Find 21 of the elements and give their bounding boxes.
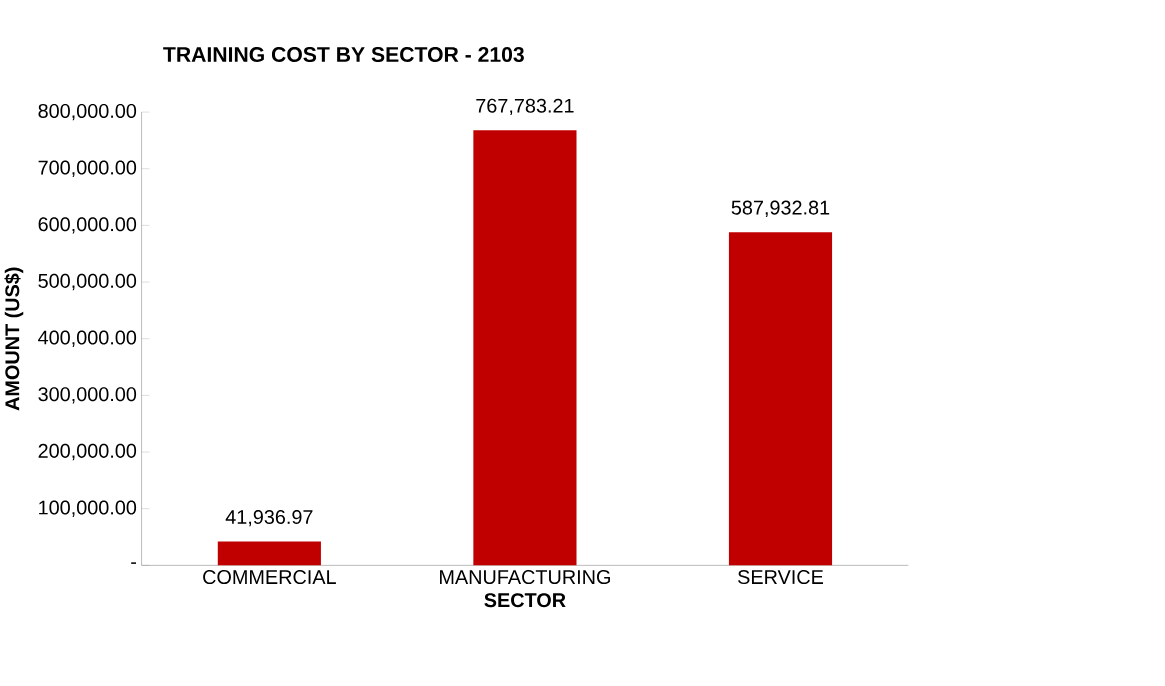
y-tick-label: 700,000.00 bbox=[38, 160, 137, 177]
bar bbox=[728, 232, 833, 566]
y-tick-label: 300,000.00 bbox=[38, 387, 137, 404]
y-tick-label: 100,000.00 bbox=[39, 500, 137, 517]
data-label: 41,936.97 bbox=[225, 509, 313, 527]
data-label: 767,783.21 bbox=[476, 98, 574, 115]
x-tick-label: COMMERCIAL bbox=[203, 569, 336, 584]
data-label: 587,932.81 bbox=[731, 200, 830, 217]
x-axis-title: SECTOR bbox=[484, 592, 566, 608]
x-tick-label: MANUFACTURING bbox=[440, 569, 610, 584]
x-tick-label: SERVICE bbox=[738, 569, 824, 584]
y-axis-title: AMOUNT (US$) bbox=[4, 267, 24, 411]
y-tick-label: 600,000.00 bbox=[38, 217, 137, 234]
y-tick-label: 200,000.00 bbox=[38, 443, 137, 461]
bar bbox=[217, 541, 321, 566]
y-tick-label: 400,000.00 bbox=[38, 330, 137, 347]
y-tick-label: - bbox=[131, 562, 137, 564]
y-tick-label: 500,000.00 bbox=[38, 273, 137, 291]
chart-title: TRAINING COST BY SECTOR - 2103 bbox=[163, 46, 524, 62]
y-tick-label: 800,000.00 bbox=[38, 103, 137, 121]
bar bbox=[473, 130, 577, 566]
